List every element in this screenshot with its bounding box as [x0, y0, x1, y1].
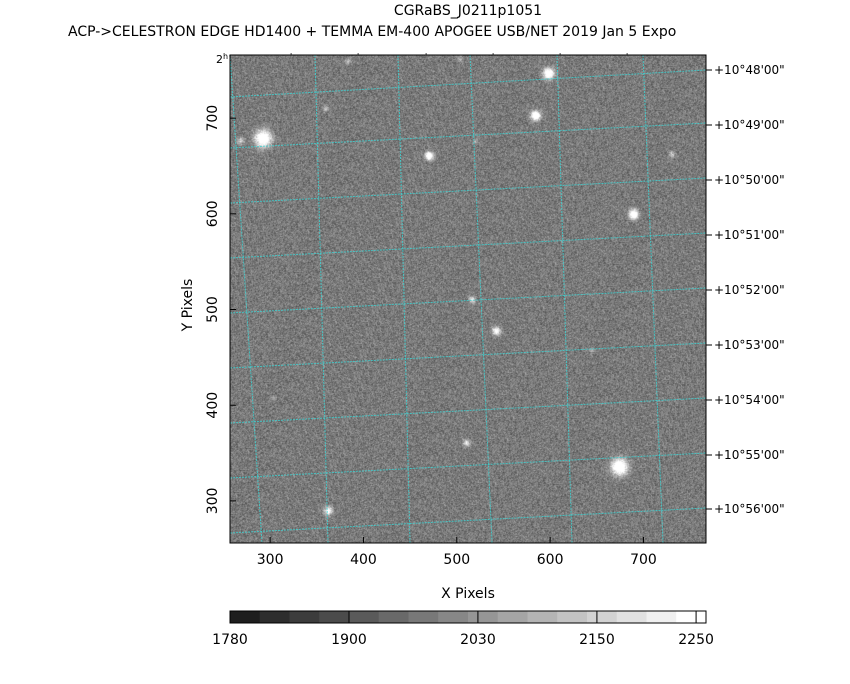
colorbar-step — [676, 611, 707, 623]
y-tick-label: 600 — [205, 200, 221, 227]
colorbar-step — [527, 611, 558, 623]
colorbar-step — [646, 611, 677, 623]
x-tick-label: 700 — [630, 552, 657, 568]
ra-grid-line — [642, 54, 664, 544]
dec-grid-line — [229, 287, 707, 314]
image-frame — [229, 54, 707, 544]
x-axis: 300 400 500 600 700 — [257, 537, 657, 568]
dec-grid-line — [229, 397, 707, 424]
dec-label: +10°48'00" — [714, 63, 785, 77]
x-axis-label: X Pixels — [441, 586, 495, 602]
image-canvas — [230, 55, 706, 543]
colorbar: 1780 1900 2030 2150 2250 — [212, 610, 714, 648]
colorbar-tick-label: 2030 — [460, 632, 496, 648]
coordinate-grid — [229, 54, 707, 544]
dec-label: +10°56'00" — [714, 502, 785, 516]
ra-grid-line — [556, 54, 573, 544]
ra-grid-line — [469, 54, 493, 544]
y-axis: 300 400 500 600 700 — [205, 105, 236, 514]
colorbar-tick-label: 1900 — [331, 632, 367, 648]
colorbar-tick-label: 1780 — [212, 632, 248, 648]
dec-grid-line — [229, 507, 707, 534]
colorbar-step — [497, 611, 528, 623]
ra-grid-line — [314, 54, 329, 544]
colorbar-step — [230, 611, 261, 623]
dec-grid-line — [229, 342, 707, 369]
colorbar-step — [319, 611, 350, 623]
x-tick-label: 500 — [443, 552, 470, 568]
colorbar-tick-label: 2250 — [678, 632, 714, 648]
y-tick-label: 700 — [205, 105, 221, 132]
x-tick-label: 600 — [537, 552, 564, 568]
image-border — [229, 54, 707, 544]
y-tick-label: 300 — [205, 488, 221, 515]
dec-grid-line — [229, 452, 707, 479]
y-tick-label: 400 — [205, 392, 221, 419]
ra-grid-line — [229, 54, 263, 544]
y-tick-label: 500 — [205, 296, 221, 323]
colorbar-step — [557, 611, 588, 623]
colorbar-step — [587, 611, 618, 623]
chart-subtitle: ACP->CELESTRON EDGE HD1400 + TEMMA EM-40… — [68, 24, 676, 40]
x-tick-label: 400 — [350, 552, 377, 568]
dec-label: +10°49'00" — [714, 118, 785, 132]
colorbar-step — [408, 611, 439, 623]
colorbar-step — [378, 611, 409, 623]
ra-grid-line — [397, 54, 411, 544]
colorbar-step — [349, 611, 380, 623]
dec-label-column: +10°48'00" +10°49'00" +10°50'00" +10°51'00"… — [706, 63, 785, 516]
chart-title: CGRaBS_J0211p1051 — [394, 3, 542, 19]
colorbar-step — [616, 611, 647, 623]
dec-grid-line — [229, 122, 707, 149]
y-axis-label: Y Pixels — [180, 279, 196, 333]
dec-label: +10°55'00" — [714, 448, 785, 462]
dec-label: +10°51'00" — [714, 228, 785, 242]
dec-grid-line — [229, 232, 707, 259]
dec-label: +10°52'00" — [714, 283, 785, 297]
colorbar-step — [438, 611, 469, 623]
dec-label: +10°50'00" — [714, 173, 785, 187]
dec-label: +10°53'00" — [714, 338, 785, 352]
dec-grid-line — [229, 69, 707, 98]
dec-grid-line — [229, 177, 707, 204]
colorbar-tick-label: 2150 — [579, 632, 615, 648]
colorbar-step — [468, 611, 499, 623]
colorbar-step — [289, 611, 320, 623]
colorbar-step — [259, 611, 290, 623]
dec-label: +10°54'00" — [714, 393, 785, 407]
x-tick-label: 300 — [257, 552, 284, 568]
